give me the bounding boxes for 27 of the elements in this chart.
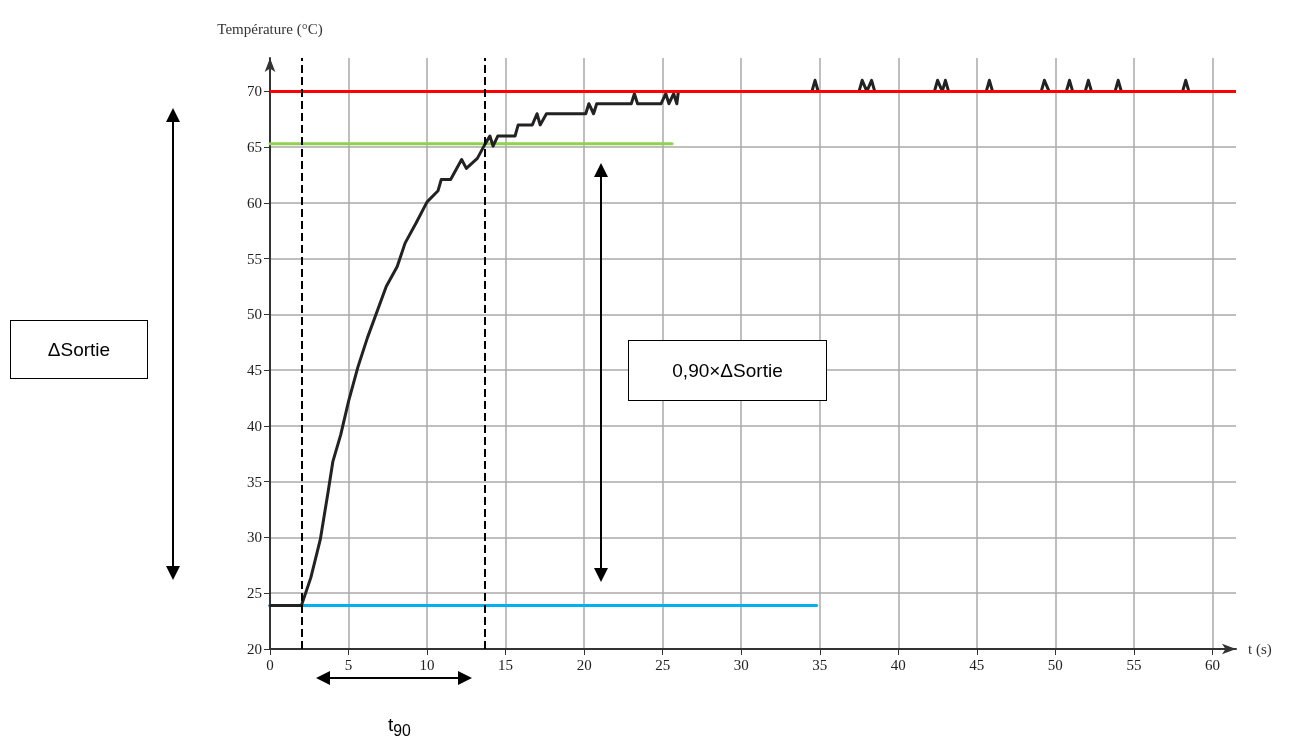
y-tick-label: 70 xyxy=(247,83,262,100)
x-tick-label: 45 xyxy=(969,656,985,673)
y-tick-label: 55 xyxy=(247,250,262,267)
y-tick-label: 45 xyxy=(247,362,262,379)
x-tick-label: 35 xyxy=(812,656,828,673)
x-tick-label: 10 xyxy=(419,656,435,673)
text: t$_{90}$ xyxy=(388,714,411,740)
x-tick-label: 30 xyxy=(733,656,749,673)
x-tick-label: 15 xyxy=(498,656,514,673)
x-axis-title: t (s) xyxy=(1248,641,1272,658)
y-tick-label: 65 xyxy=(247,139,262,156)
x-tick-label: 5 xyxy=(344,656,353,673)
x-tick-label: 50 xyxy=(1047,656,1063,673)
y-axis-title: Température (°C) xyxy=(217,20,323,38)
y-tick-label: 20 xyxy=(247,641,262,657)
x-tick-label: 20 xyxy=(576,656,592,673)
y-tick-label: 60 xyxy=(247,194,262,211)
y-tick-label: 40 xyxy=(247,417,262,434)
x-tick-label: 25 xyxy=(655,656,671,673)
x-tick-label: 60 xyxy=(1204,656,1220,673)
x-tick-label: 40 xyxy=(890,656,906,673)
y-tick-label: 30 xyxy=(247,529,262,546)
y-tick-label: 50 xyxy=(247,306,262,323)
x-tick-label: 0 xyxy=(266,656,274,673)
x-tick-label: 55 xyxy=(1126,656,1142,673)
y-tick-label: 35 xyxy=(247,473,262,490)
y-tick-label: 25 xyxy=(247,585,262,602)
